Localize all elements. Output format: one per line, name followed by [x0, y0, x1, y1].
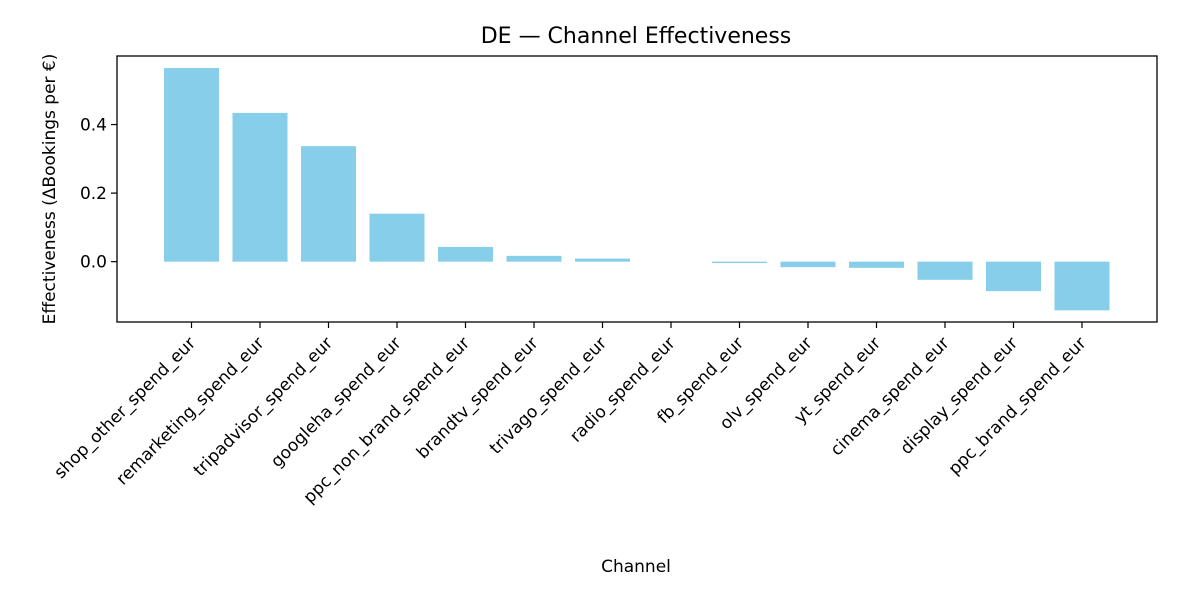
bar-yt_spend_eur [849, 261, 904, 268]
bar-trivago_spend_eur [575, 258, 630, 262]
bar-ppc_non_brand_spend_eur [438, 246, 493, 262]
x-axis-label: Channel [601, 557, 671, 577]
bar-olv_spend_eur [780, 261, 836, 268]
y-tick-label: 0.0 [80, 253, 107, 273]
x-tick-label: cinema_spend_eur [827, 333, 954, 460]
x-tick-label: tripadvisor_spend_eur [190, 333, 337, 480]
y-tick-label: 0.4 [80, 116, 107, 136]
x-tick-label: display_spend_eur [897, 333, 1022, 458]
bar-display_spend_eur [986, 261, 1041, 292]
x-ticks-group: shop_other_spend_eurremarketing_spend_eu… [50, 322, 1091, 508]
y-axis-label: Effectiveness (ΔBookings per €) [40, 54, 60, 325]
bar-remarketing_spend_eur [232, 112, 288, 262]
bar-fb_spend_eur [712, 261, 767, 264]
x-tick-label: googleha_spend_eur [267, 333, 405, 471]
plot-frame [116, 55, 1158, 323]
x-tick-label: ppc_brand_spend_eur [945, 333, 1091, 479]
bar-googleha_spend_eur [369, 213, 425, 262]
bar-brandtv_spend_eur [506, 255, 562, 262]
y-ticks-group: 0.0 0.2 0.4 [80, 116, 117, 273]
bar-ppc_brand_spend_eur [1054, 261, 1110, 311]
bar-tripadvisor_spend_eur [301, 146, 356, 262]
y-tick-label: 0.2 [80, 184, 107, 204]
bar-cinema_spend_eur [917, 261, 973, 280]
x-tick-label: brandtv_spend_eur [413, 333, 543, 463]
x-tick-label: trivago_spend_eur [486, 333, 611, 458]
bars-group [164, 67, 1110, 311]
bar-shop_other_spend_eur [164, 67, 219, 262]
chart-title: DE — Channel Effectiveness [481, 24, 792, 49]
x-tick-label: shop_other_spend_eur [50, 333, 200, 483]
